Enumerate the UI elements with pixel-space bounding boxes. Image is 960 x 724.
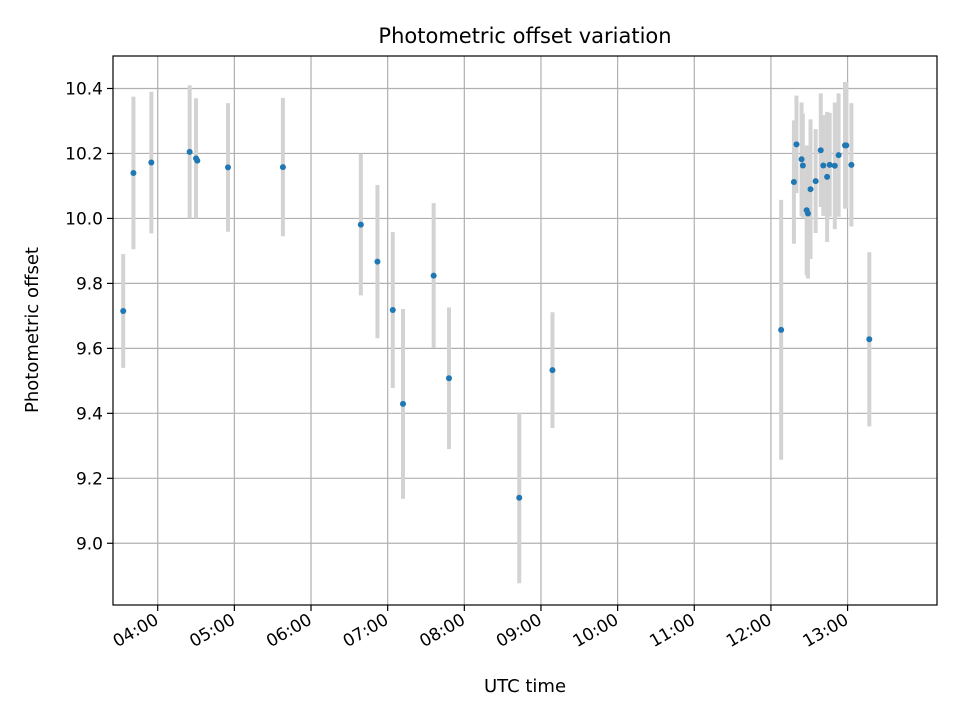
y-tick-label: 9.2 (76, 469, 103, 489)
data-point (848, 161, 855, 168)
data-point (866, 336, 873, 343)
data-point (793, 141, 800, 148)
data-point (799, 162, 806, 169)
y-tick-label: 10.0 (65, 209, 103, 229)
data-point (804, 210, 811, 217)
data-point (194, 157, 201, 164)
data-point (778, 326, 785, 333)
data-point (186, 148, 193, 155)
data-point (445, 375, 452, 382)
data-point (516, 494, 523, 501)
data-point (430, 272, 437, 279)
data-point (120, 308, 127, 315)
data-point (130, 169, 137, 176)
data-point (389, 307, 396, 314)
data-point (807, 186, 814, 193)
data-point (224, 164, 231, 171)
x-axis-label: UTC time (484, 676, 566, 697)
y-tick-label: 10.2 (65, 144, 103, 164)
y-tick-label: 9.0 (76, 534, 103, 554)
data-point (820, 162, 827, 169)
data-point (790, 179, 797, 186)
data-point (843, 142, 850, 149)
data-point (812, 178, 819, 185)
y-tick-label: 9.6 (76, 339, 103, 359)
data-point (817, 147, 824, 154)
data-point (357, 221, 364, 228)
data-point (824, 173, 831, 180)
grid-lines (113, 56, 937, 605)
data-point (826, 161, 833, 168)
plot-frame (112, 55, 938, 606)
data-point (374, 258, 381, 265)
data-point (798, 156, 805, 163)
data-point (279, 164, 286, 171)
data-point (835, 152, 842, 159)
y-tick-label: 9.4 (76, 404, 103, 424)
data-point (148, 159, 155, 166)
data-points (120, 141, 873, 501)
data-point (549, 367, 556, 374)
y-axis-label: Photometric offset (22, 247, 43, 413)
y-tick-label: 9.8 (76, 274, 103, 294)
data-point (399, 400, 406, 407)
chart-title: Photometric offset variation (378, 24, 671, 48)
data-point (831, 162, 838, 169)
y-tick-label: 10.4 (65, 79, 103, 99)
